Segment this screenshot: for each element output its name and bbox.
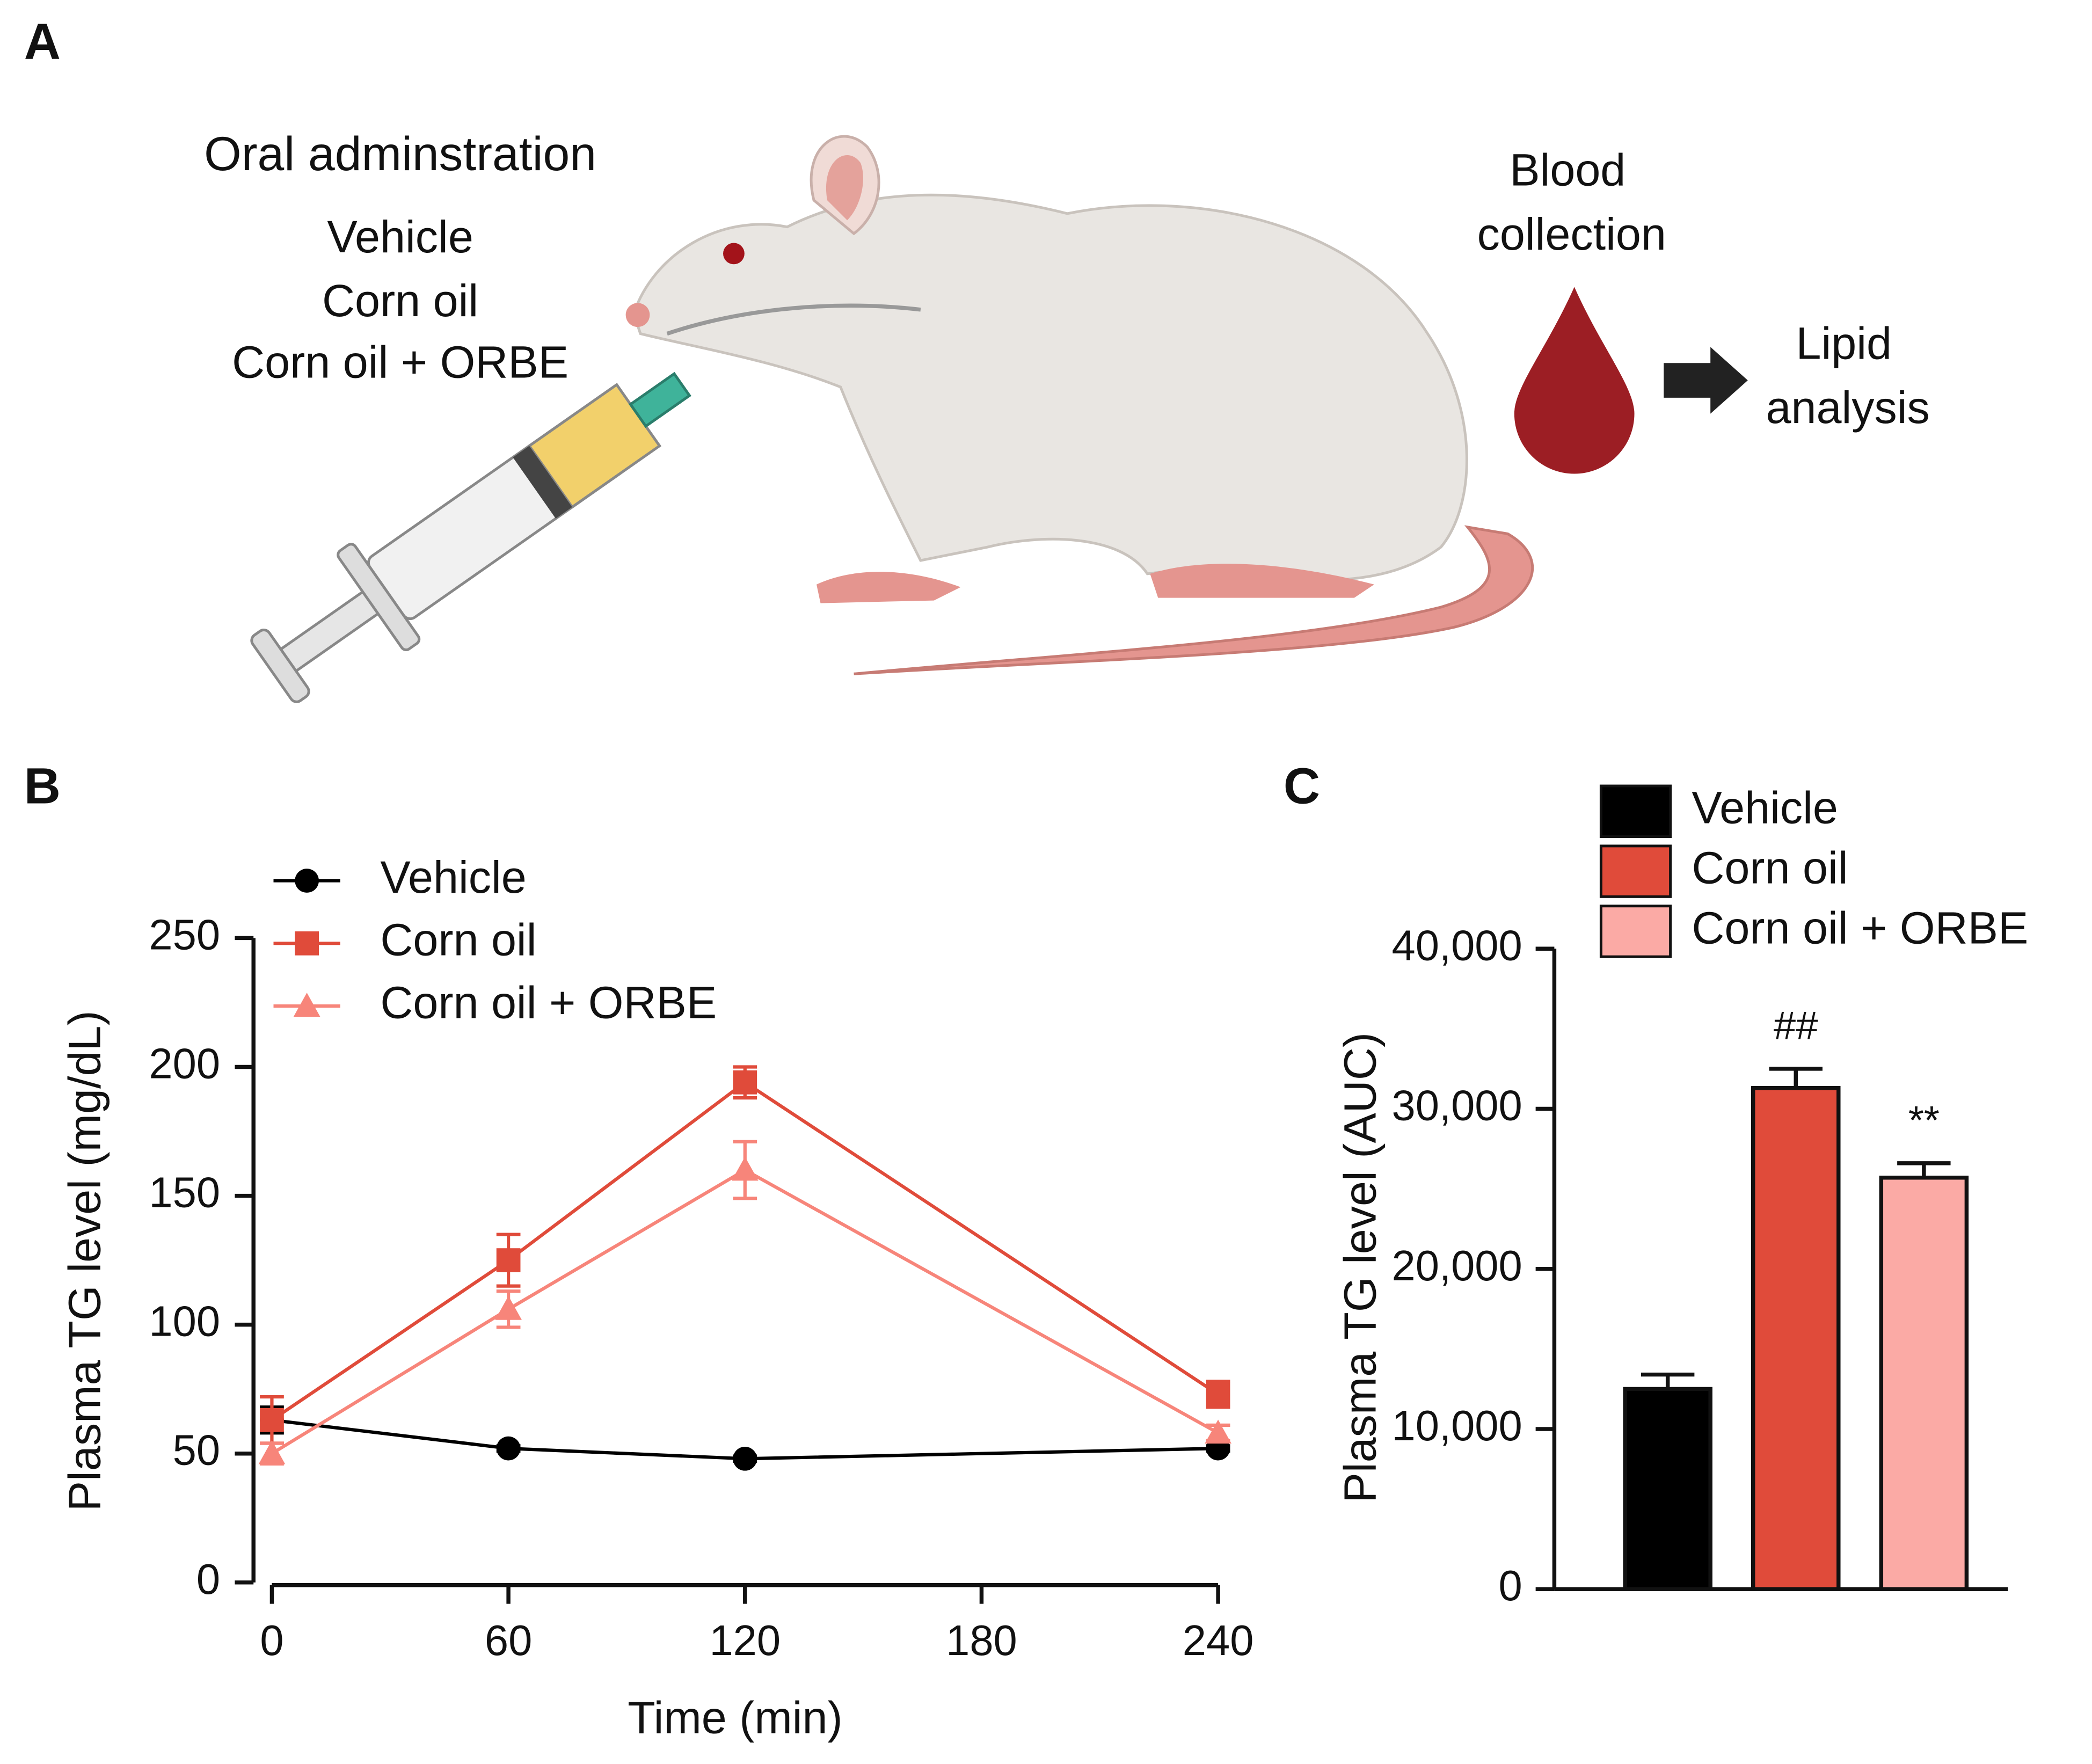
y-tick-label: 100: [149, 1298, 220, 1345]
error-bar: [1769, 1067, 1823, 1088]
legend-swatch: [1599, 905, 1672, 958]
y-tick-label: 200: [149, 1039, 220, 1087]
blood-drop: [1514, 287, 1635, 474]
marker: [1206, 1382, 1230, 1406]
analysis-label: analysis: [1766, 382, 1930, 433]
x-tick-label: 120: [709, 1616, 781, 1664]
marker: [260, 1408, 284, 1432]
y-tick-label: 10,000: [1392, 1402, 1522, 1449]
x-axis-label: Time (min): [628, 1693, 843, 1743]
legend-swatch: [1599, 844, 1672, 898]
marker: [733, 1446, 757, 1471]
significance-label: ##: [1774, 1003, 1818, 1048]
marker: [496, 1436, 521, 1461]
marker: [258, 1440, 286, 1464]
x-tick-label: 60: [485, 1616, 532, 1664]
arrow: [1664, 347, 1748, 414]
marker: [495, 1295, 522, 1320]
y-tick-label: 0: [196, 1555, 220, 1603]
legend-label: Corn oil + ORBE: [1692, 902, 2028, 953]
y-tick-label: 30,000: [1392, 1082, 1522, 1129]
x-tick-label: 180: [946, 1616, 1017, 1664]
series-line: [272, 1418, 1219, 1461]
legend-label: Vehicle: [1692, 783, 1838, 833]
panel-label: C: [1284, 758, 1320, 814]
group-label: Corn oil: [322, 275, 478, 326]
significance-label: **: [1908, 1098, 1940, 1142]
legend-marker: [295, 869, 319, 893]
y-tick-label: 0: [1499, 1562, 1522, 1609]
error-bar: [1897, 1161, 1951, 1178]
y-tick-label: 150: [149, 1169, 220, 1216]
legend-marker: [293, 993, 320, 1017]
marker: [731, 1156, 759, 1181]
x-tick-label: 0: [260, 1616, 283, 1664]
legend-marker: [295, 931, 319, 956]
y-tick-label: 250: [149, 910, 220, 958]
bar: [1751, 1086, 1841, 1591]
panel-label: B: [24, 758, 61, 814]
legend-swatch: [1599, 784, 1672, 838]
blood-label: Blood: [1510, 145, 1626, 195]
bar: [1879, 1176, 1969, 1591]
legend-label: Corn oil: [1692, 842, 1848, 893]
marker: [733, 1070, 757, 1095]
marker: [1205, 1419, 1231, 1444]
y-axis-label: Plasma TG level (mg/dL): [59, 1010, 110, 1511]
y-axis-label: Plasma TG level (AUC): [1335, 1032, 1385, 1503]
y-tick-label: 20,000: [1392, 1242, 1522, 1289]
error-bar: [1641, 1372, 1695, 1389]
bar: [1623, 1387, 1712, 1591]
series-line: [271, 1080, 1219, 1422]
legend-label: Corn oil + ORBE: [380, 977, 717, 1027]
panel-label: A: [24, 14, 61, 70]
series-line: [271, 1168, 1219, 1455]
rat-illustration: [625, 135, 1534, 675]
legend-label: Vehicle: [380, 852, 526, 902]
x-tick-label: 240: [1183, 1616, 1254, 1664]
legend-label: Corn oil: [380, 915, 536, 965]
y-tick-label: 40,000: [1392, 921, 1522, 969]
group-label: Corn oil + ORBE: [232, 337, 568, 388]
syringe: [250, 371, 691, 703]
admin-title: Oral adminstration: [204, 127, 596, 180]
y-tick-label: 50: [173, 1426, 220, 1474]
group-label: Vehicle: [327, 212, 473, 262]
marker: [496, 1248, 521, 1272]
blood-label: collection: [1477, 209, 1666, 259]
analysis-label: Lipid: [1796, 318, 1892, 369]
